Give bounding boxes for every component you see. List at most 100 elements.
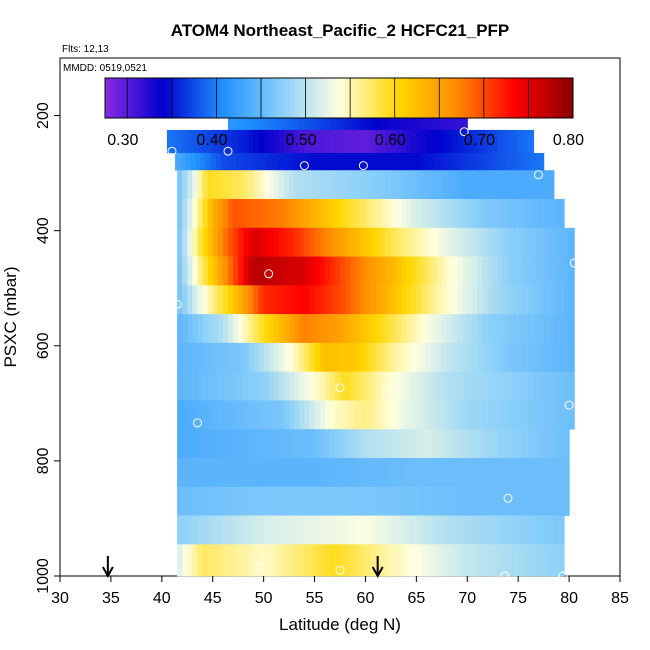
colorbar-cell (458, 78, 463, 118)
heatmap-cell (370, 199, 377, 229)
heatmap-cell (345, 285, 351, 315)
heatmap-cell (375, 199, 382, 229)
heatmap-cell (278, 486, 285, 516)
heatmap-cell (340, 515, 346, 545)
heatmap-cell (472, 227, 479, 257)
heatmap-cell (182, 544, 188, 577)
heatmap-cell (190, 152, 197, 171)
heatmap-cell (197, 515, 204, 545)
heatmap-cell (345, 342, 351, 372)
heatmap-cell (319, 486, 326, 516)
heatmap-cell (482, 256, 489, 286)
colorbar-cell (210, 78, 215, 118)
heatmap-cell (426, 314, 433, 344)
heatmap-cell (396, 371, 402, 401)
heatmap-cell (231, 152, 237, 171)
heatmap-cell (482, 285, 489, 315)
heatmap-cell (334, 285, 341, 315)
heatmap-cell (228, 199, 234, 229)
heatmap-cell (416, 544, 423, 577)
heatmap-cell (340, 429, 346, 459)
heatmap-cell (248, 314, 255, 344)
heatmap-cell (406, 400, 412, 430)
heatmap-cell (228, 429, 234, 459)
heatmap-cell (258, 544, 265, 577)
heatmap-cell (370, 342, 377, 372)
heatmap-cell (334, 170, 341, 200)
heatmap-cell (238, 256, 244, 286)
colorbar-cell (492, 78, 496, 118)
heatmap-cell (355, 227, 361, 257)
heatmap-cell (273, 227, 280, 257)
heatmap-cell (446, 170, 453, 200)
colorbar-cell (386, 78, 390, 118)
heatmap-cell (355, 314, 361, 344)
heatmap-cell (197, 371, 204, 401)
heatmap-cell (238, 515, 244, 545)
heatmap-cell (385, 199, 392, 229)
heatmap-cell (350, 342, 356, 372)
colorbar-cell (280, 78, 284, 118)
heatmap-cell (177, 342, 183, 372)
heatmap-cell (309, 285, 316, 315)
heatmap-cell (380, 458, 387, 488)
heatmap-cell (233, 458, 239, 488)
heatmap-cell (482, 129, 489, 154)
heatmap-cell (452, 129, 458, 154)
heatmap-cell (337, 152, 344, 171)
heatmap-cell (467, 458, 473, 488)
heatmap-cell (411, 486, 417, 516)
heatmap-cell (502, 129, 509, 154)
heatmap-cell (324, 170, 331, 200)
heatmap-cell (462, 544, 468, 577)
heatmap-cell (177, 515, 183, 545)
heatmap-cell (268, 486, 275, 516)
heatmap-cell (177, 227, 183, 257)
heatmap-cell (294, 458, 300, 488)
heatmap-cell (487, 227, 494, 257)
colorbar-cell (350, 78, 354, 118)
colorbar-cell (238, 78, 242, 118)
heatmap-cell (518, 429, 524, 459)
heatmap-cell (263, 314, 270, 344)
heatmap-cell (508, 544, 514, 577)
heatmap-cell (431, 544, 438, 577)
heatmap-cell (401, 129, 407, 154)
colorbar-cell (247, 78, 251, 118)
heatmap-cell (452, 199, 458, 229)
heatmap-cell (513, 458, 519, 488)
heatmap-cell (309, 400, 316, 430)
heatmap-cell (177, 544, 183, 577)
y-tick-label: 200 (35, 102, 52, 129)
heatmap-cell (334, 429, 341, 459)
heatmap-cell (299, 342, 305, 372)
heatmap-cell (446, 515, 453, 545)
heatmap-cell (309, 314, 316, 344)
heatmap-cell (390, 515, 397, 545)
colorbar-cell (235, 78, 240, 118)
heatmap-cell (309, 486, 316, 516)
heatmap-cell (309, 227, 316, 257)
heatmap-cell (355, 515, 361, 545)
heatmap-cell (513, 314, 519, 344)
heatmap-cell (569, 314, 575, 344)
colorbar-cell (372, 78, 376, 118)
heatmap-cell (446, 458, 453, 488)
heatmap-cell (192, 256, 199, 286)
heatmap-cell (543, 515, 550, 545)
heatmap-cell (533, 544, 540, 577)
colorbar-cell (230, 78, 234, 118)
colorbar-cell (297, 78, 301, 118)
heatmap-cell (436, 227, 443, 257)
heatmap-cell (273, 285, 280, 315)
heatmap-cell (243, 129, 249, 154)
heatmap-cell (385, 544, 392, 577)
heatmap-cell (365, 458, 372, 488)
heatmap-cell (294, 285, 300, 315)
heatmap-cell (192, 486, 199, 516)
heatmap-cell (294, 400, 300, 430)
heatmap-cell (538, 371, 545, 401)
heatmap-cell (564, 342, 570, 372)
heatmap-cell (182, 515, 188, 545)
heatmap-cell (263, 544, 270, 577)
